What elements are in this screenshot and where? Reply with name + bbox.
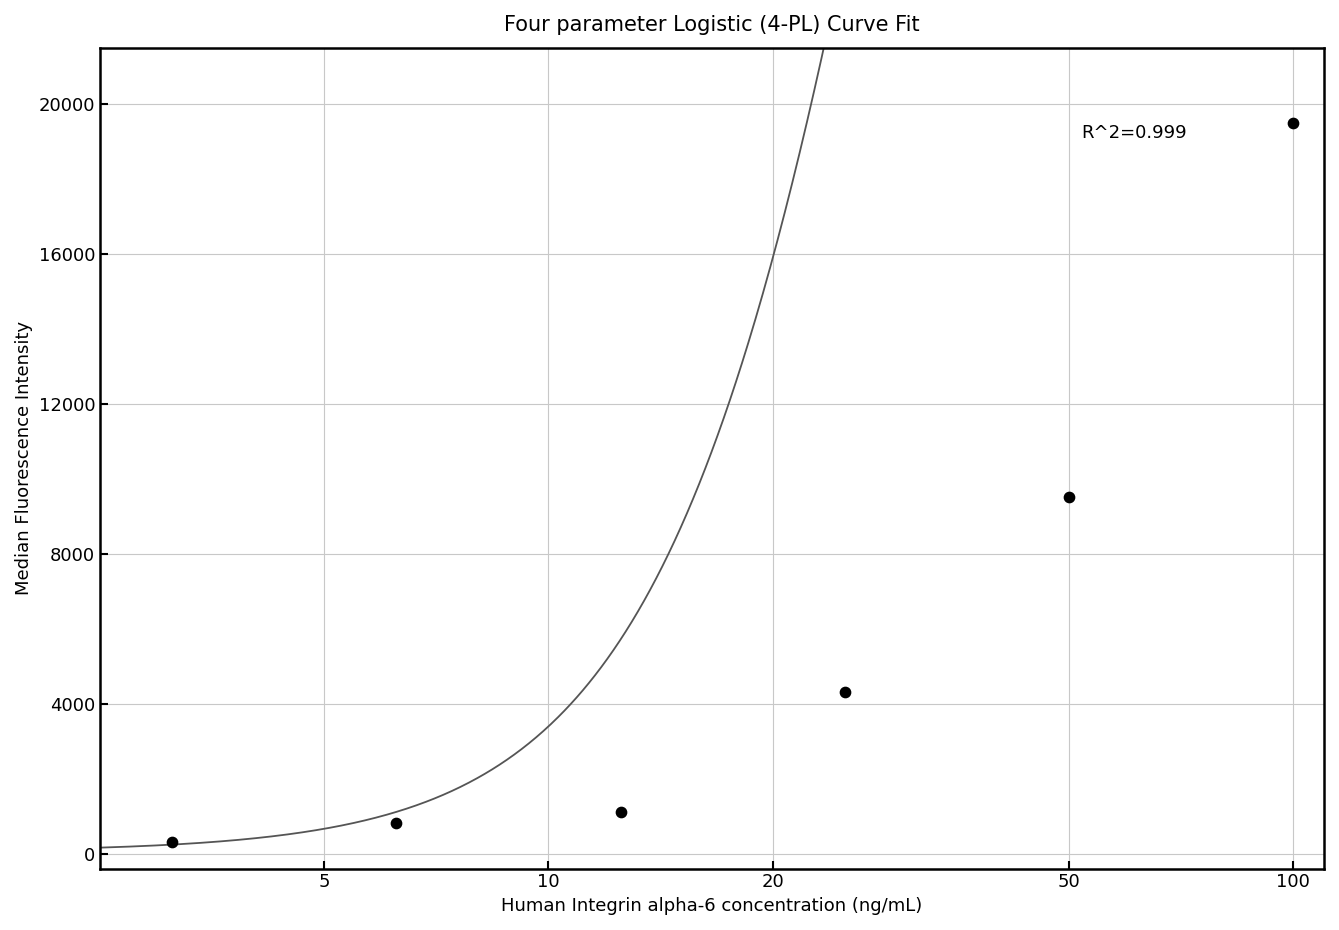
Point [1058, 490, 1079, 505]
Point [386, 816, 407, 830]
Point [609, 805, 631, 820]
Point [834, 685, 856, 700]
Text: R^2=0.999: R^2=0.999 [1082, 124, 1188, 141]
Title: Four parameter Logistic (4-PL) Curve Fit: Four parameter Logistic (4-PL) Curve Fit [505, 15, 920, 35]
Y-axis label: Median Fluorescence Intensity: Median Fluorescence Intensity [15, 321, 33, 595]
Point [162, 835, 183, 850]
X-axis label: Human Integrin alpha-6 concentration (ng/mL): Human Integrin alpha-6 concentration (ng… [501, 897, 923, 915]
Point [1283, 115, 1304, 130]
